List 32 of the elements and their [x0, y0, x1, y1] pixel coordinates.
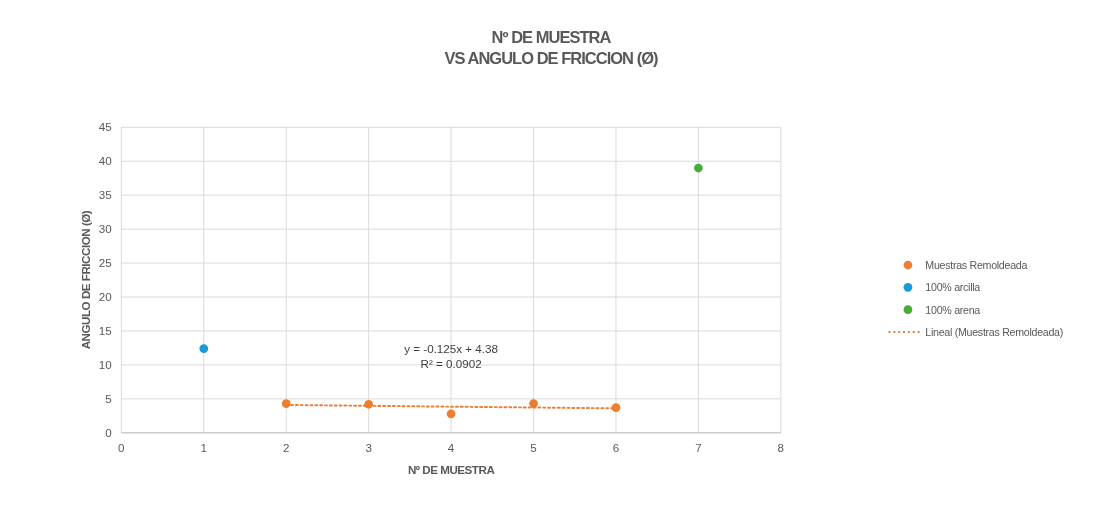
y-tick-label: 5 — [105, 391, 112, 405]
x-tick-label: 2 — [282, 441, 290, 455]
x-tick-label: 1 — [200, 441, 208, 455]
y-axis-title: ANGULO DE FRICCION (Ø) — [79, 210, 93, 350]
y-tick-label: 15 — [98, 323, 112, 337]
x-tick-label: 7 — [695, 441, 702, 455]
y-tick-label: 35 — [98, 188, 112, 202]
y-tick-label: 45 — [98, 120, 112, 134]
annotation: R² = 0.0902 — [420, 356, 482, 370]
y-tick-label: 25 — [98, 255, 112, 269]
legend-label: 100% arcilla — [925, 281, 981, 294]
y-tick-label: 10 — [98, 357, 113, 371]
annotation: y = -0.125x + 4.38 — [404, 342, 498, 356]
point — [694, 163, 703, 173]
y-tick-label: 30 — [98, 222, 113, 236]
x-tick-label: 5 — [530, 441, 537, 455]
x-axis-title: Nº DE MUESTRA — [407, 462, 496, 476]
point — [199, 344, 209, 353]
point — [446, 409, 456, 419]
legend-label: Lineal (Muestras Remoldeada) — [925, 325, 1063, 338]
chart-title: Nº DE MUESTRA VS ANGULO DE FRICCION (Ø) — [444, 27, 658, 68]
y-tick-label: 40 — [98, 154, 113, 168]
legend-label: 100% arena — [925, 303, 981, 316]
x-tick-label: 8 — [777, 441, 785, 455]
x-tick-label: 4 — [447, 441, 455, 455]
y-tick-label: 20 — [98, 289, 113, 303]
x-tick-label: 0 — [118, 441, 126, 455]
y-tick-label: 0 — [105, 425, 113, 439]
point — [529, 399, 538, 408]
legend-label: Muestras Remoldeada — [925, 258, 1028, 271]
x-tick-label: 6 — [612, 441, 620, 455]
x-tick-label: 3 — [365, 441, 372, 455]
